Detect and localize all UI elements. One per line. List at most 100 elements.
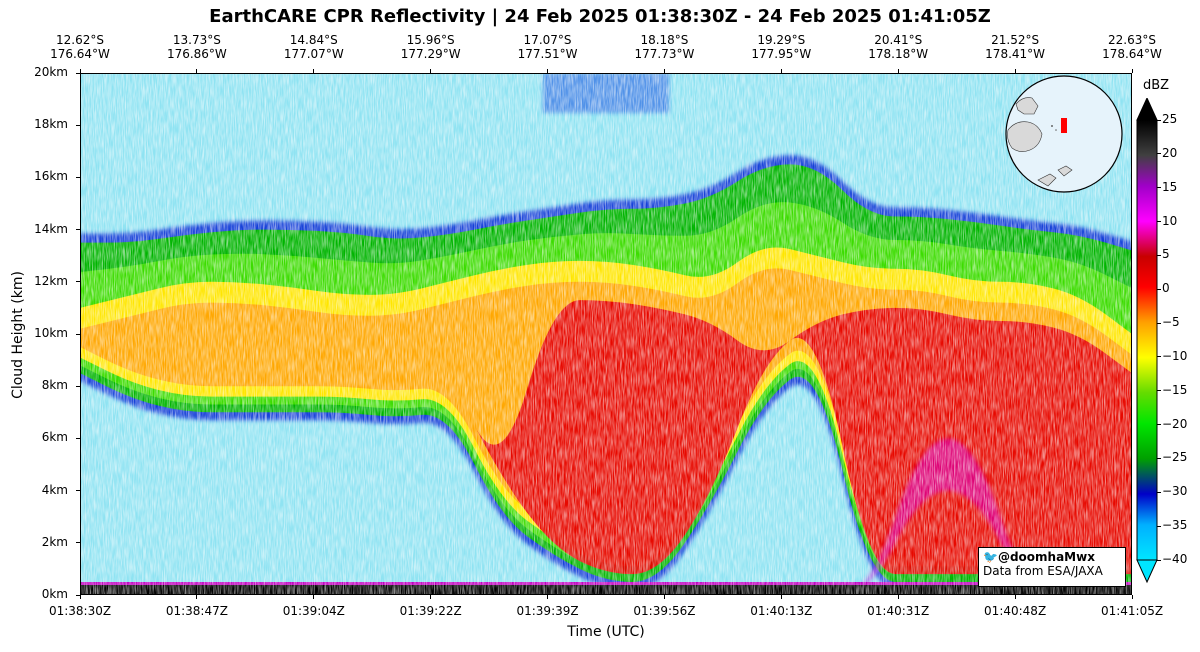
colorbar-tick-label: 25 xyxy=(1162,112,1178,126)
x-tick-mark xyxy=(196,595,198,599)
top-tick-lon: 177.07°W xyxy=(283,47,344,61)
y-tick-label: 20km xyxy=(34,65,68,79)
top-tick-mark xyxy=(196,69,198,73)
reflectivity-heatmap xyxy=(80,73,1132,595)
top-tick-lat: 21.52°S xyxy=(991,33,1040,47)
colorbar-tick-label: −20 xyxy=(1162,416,1188,431)
colorbar-tick-mark xyxy=(1157,254,1161,256)
y-tick-mark xyxy=(76,229,80,231)
colorbar-tick-mark xyxy=(1157,390,1161,392)
y-tick-mark xyxy=(76,594,80,596)
colorbar-tick-label: −40 xyxy=(1162,552,1188,566)
top-tick-lat: 12.62°S xyxy=(56,33,104,47)
y-tick-label: 4km xyxy=(41,482,68,497)
y-tick-label: 14km xyxy=(34,221,68,236)
top-tick-label: 13.73°S 176.86°W xyxy=(152,33,242,61)
top-tick-lon: 178.64°W xyxy=(1102,47,1162,61)
colorbar xyxy=(1136,98,1158,584)
top-tick-mark xyxy=(313,69,315,73)
x-tick-label: 01:40:13Z xyxy=(750,604,813,618)
x-tick-label: 01:40:31Z xyxy=(867,604,930,618)
x-tick-mark xyxy=(313,595,315,599)
top-tick-label: 17.07°S 177.51°W xyxy=(503,33,593,61)
top-tick-label: 18.18°S 177.73°W xyxy=(619,33,709,61)
colorbar-tick-mark xyxy=(1157,356,1161,358)
top-tick-mark xyxy=(79,69,81,73)
x-tick-mark xyxy=(897,595,899,599)
colorbar-tick-mark xyxy=(1157,288,1161,290)
chart-title: EarthCARE CPR Reflectivity | 24 Feb 2025… xyxy=(209,6,991,27)
x-tick-label: 01:39:39Z xyxy=(516,604,579,618)
credit-handle: @doomhaMwx xyxy=(997,550,1095,564)
top-tick-mark xyxy=(547,69,549,73)
top-tick-lat: 17.07°S xyxy=(523,33,572,47)
y-tick-label: 0km xyxy=(41,587,68,601)
top-tick-mark xyxy=(897,69,899,73)
y-tick-mark xyxy=(76,333,80,335)
y-tick-label: 8km xyxy=(41,378,68,393)
top-tick-label: 12.62°S 176.64°W xyxy=(35,33,125,61)
colorbar-tick-label: −15 xyxy=(1162,382,1188,397)
x-tick-label: 01:39:22Z xyxy=(399,604,462,618)
x-tick-mark xyxy=(663,595,665,599)
x-tick-mark xyxy=(79,595,81,599)
colorbar-tick-label: 20 xyxy=(1162,145,1178,160)
top-tick-lon: 177.51°W xyxy=(517,47,578,61)
colorbar-tick-label: −30 xyxy=(1162,484,1188,499)
colorbar-tick-mark xyxy=(1157,322,1161,324)
colorbar-tick-label: 15 xyxy=(1162,179,1178,194)
x-tick-label: 01:39:04Z xyxy=(282,604,345,618)
x-tick-label: 01:41:05Z xyxy=(1100,604,1164,618)
colorbar-tick-label: 5 xyxy=(1162,247,1170,262)
colorbar-tick-mark xyxy=(1157,119,1161,121)
colorbar-tick-label: −10 xyxy=(1162,348,1188,363)
top-tick-mark xyxy=(430,69,432,73)
x-tick-label: 01:40:48Z xyxy=(984,604,1047,618)
globe-locator-icon xyxy=(1005,75,1123,193)
y-tick-mark xyxy=(76,176,80,178)
x-tick-mark xyxy=(1131,595,1133,599)
colorbar-tick-mark xyxy=(1157,187,1161,189)
colorbar-tick-label: 10 xyxy=(1162,213,1178,228)
top-tick-mark xyxy=(663,69,665,73)
top-tick-lat: 14.84°S xyxy=(289,33,338,47)
top-tick-label: 15.96°S 177.29°W xyxy=(386,33,476,61)
top-tick-mark xyxy=(1131,69,1133,73)
y-tick-label: 2km xyxy=(41,534,68,549)
top-tick-label: 14.84°S 177.07°W xyxy=(269,33,359,61)
top-tick-lon: 176.64°W xyxy=(50,47,110,61)
x-axis-label: Time (UTC) xyxy=(567,624,645,640)
y-tick-mark xyxy=(76,437,80,439)
x-tick-label: 01:38:30Z xyxy=(48,604,112,618)
twitter-bird-icon: 🐦 xyxy=(983,550,998,564)
y-tick-mark xyxy=(76,490,80,492)
top-tick-lat: 19.29°S xyxy=(757,33,806,47)
top-tick-mark xyxy=(1014,69,1016,73)
top-tick-label: 19.29°S 177.95°W xyxy=(736,33,826,61)
colorbar-tick-label: −25 xyxy=(1162,450,1188,465)
colorbar-label: dBZ xyxy=(1142,78,1170,93)
colorbar-tick-mark xyxy=(1157,491,1161,493)
colorbar-tick-label: −5 xyxy=(1162,315,1180,330)
y-tick-mark xyxy=(76,281,80,283)
top-tick-lon: 178.41°W xyxy=(985,47,1046,61)
top-tick-lat: 15.96°S xyxy=(406,33,455,47)
top-tick-lon: 178.18°W xyxy=(868,47,929,61)
top-tick-label: 21.52°S 178.41°W xyxy=(970,33,1060,61)
x-tick-mark xyxy=(430,595,432,599)
x-tick-label: 01:39:56Z xyxy=(633,604,696,618)
top-tick-label: 20.41°S 178.18°W xyxy=(853,33,943,61)
top-tick-lon: 176.86°W xyxy=(166,47,227,61)
track-marker xyxy=(1061,118,1067,133)
y-tick-mark xyxy=(76,542,80,544)
y-tick-label: 12km xyxy=(34,273,68,288)
reflectivity-plot xyxy=(80,73,1132,595)
colorbar-tick-mark xyxy=(1157,221,1161,223)
colorbar-tick-mark xyxy=(1157,424,1161,426)
top-tick-label: 22.63°S 178.64°W xyxy=(1087,33,1177,61)
credit-box: 🐦@doomhaMwx Data from ESA/JAXA xyxy=(978,547,1126,587)
top-tick-lon: 177.95°W xyxy=(751,47,812,61)
colorbar-tick-mark xyxy=(1157,457,1161,459)
y-tick-label: 6km xyxy=(41,430,68,445)
colorbar-tick-label: −35 xyxy=(1162,518,1188,533)
